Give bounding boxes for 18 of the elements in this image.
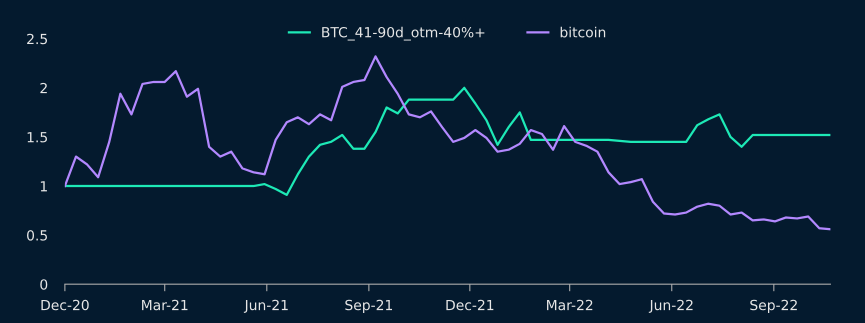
x-tick-label: Mar-22 xyxy=(547,300,592,310)
x-tick-label: Mar-21 xyxy=(142,300,188,310)
y-tick-label: 2 xyxy=(40,82,47,94)
x-tick-label: Jun-21 xyxy=(244,300,288,313)
x-tick-label: Dec-21 xyxy=(446,300,494,310)
x-tick-label: Jun-22 xyxy=(648,300,693,313)
y-tick-label: 0 xyxy=(40,279,48,290)
line-series xyxy=(64,86,830,196)
y-tick-label: 1.5 xyxy=(28,132,47,142)
x-tick-label: Sep-21 xyxy=(345,300,392,313)
legend-label: BTC_41-90d_otm-40%+ xyxy=(322,26,484,41)
x-tick-label: Dec-20 xyxy=(41,300,89,310)
line-series xyxy=(64,55,830,230)
y-tick-label: 0.5 xyxy=(27,230,47,241)
legend-label: bitcoin xyxy=(560,26,606,38)
y-tick-label: 1 xyxy=(40,181,47,192)
y-tick-label: 2.5 xyxy=(27,34,47,44)
x-tick-label: Sep-22 xyxy=(750,300,797,313)
